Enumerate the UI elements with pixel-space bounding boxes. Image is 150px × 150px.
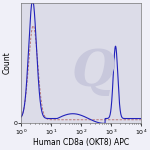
X-axis label: Human CD8a (OKT8) APC: Human CD8a (OKT8) APC bbox=[33, 138, 129, 147]
Y-axis label: Count: Count bbox=[3, 52, 12, 74]
Text: Q: Q bbox=[71, 48, 115, 97]
